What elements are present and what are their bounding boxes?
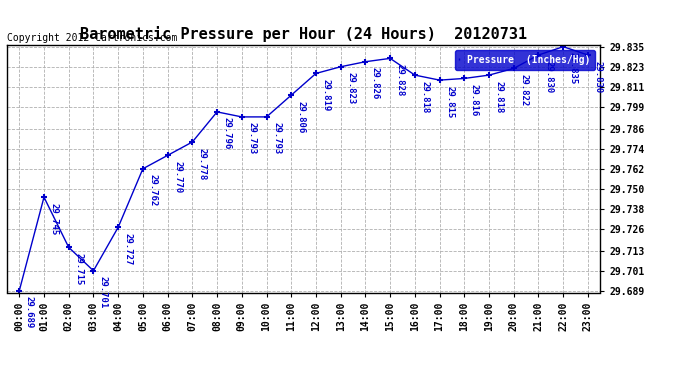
Text: 29.818: 29.818 — [420, 81, 429, 113]
Text: 29.815: 29.815 — [445, 86, 454, 118]
Text: 29.745: 29.745 — [50, 203, 59, 235]
Text: 29.830: 29.830 — [593, 61, 602, 93]
Text: 29.806: 29.806 — [297, 101, 306, 133]
Text: 29.826: 29.826 — [371, 67, 380, 99]
Text: 29.689: 29.689 — [25, 296, 34, 328]
Text: 29.770: 29.770 — [173, 161, 182, 193]
Text: 29.796: 29.796 — [223, 117, 232, 150]
Text: 29.830: 29.830 — [544, 61, 553, 93]
Text: 29.819: 29.819 — [322, 79, 331, 111]
Text: 29.793: 29.793 — [272, 123, 281, 155]
Text: 29.822: 29.822 — [520, 74, 529, 106]
Text: 29.727: 29.727 — [124, 233, 132, 265]
Legend: Pressure  (Inches/Hg): Pressure (Inches/Hg) — [455, 50, 595, 70]
Text: 29.701: 29.701 — [99, 276, 108, 309]
Text: 29.816: 29.816 — [470, 84, 479, 116]
Text: 29.835: 29.835 — [569, 52, 578, 84]
Text: 29.828: 29.828 — [395, 64, 405, 96]
Text: 29.762: 29.762 — [148, 174, 157, 207]
Text: 29.715: 29.715 — [75, 253, 83, 285]
Text: 29.793: 29.793 — [247, 123, 257, 155]
Text: Copyright 2012 Cartronics.com: Copyright 2012 Cartronics.com — [7, 33, 177, 42]
Text: 29.818: 29.818 — [495, 81, 504, 113]
Text: 29.778: 29.778 — [198, 147, 207, 180]
Text: 29.823: 29.823 — [346, 72, 355, 105]
Title: Barometric Pressure per Hour (24 Hours)  20120731: Barometric Pressure per Hour (24 Hours) … — [80, 27, 527, 42]
